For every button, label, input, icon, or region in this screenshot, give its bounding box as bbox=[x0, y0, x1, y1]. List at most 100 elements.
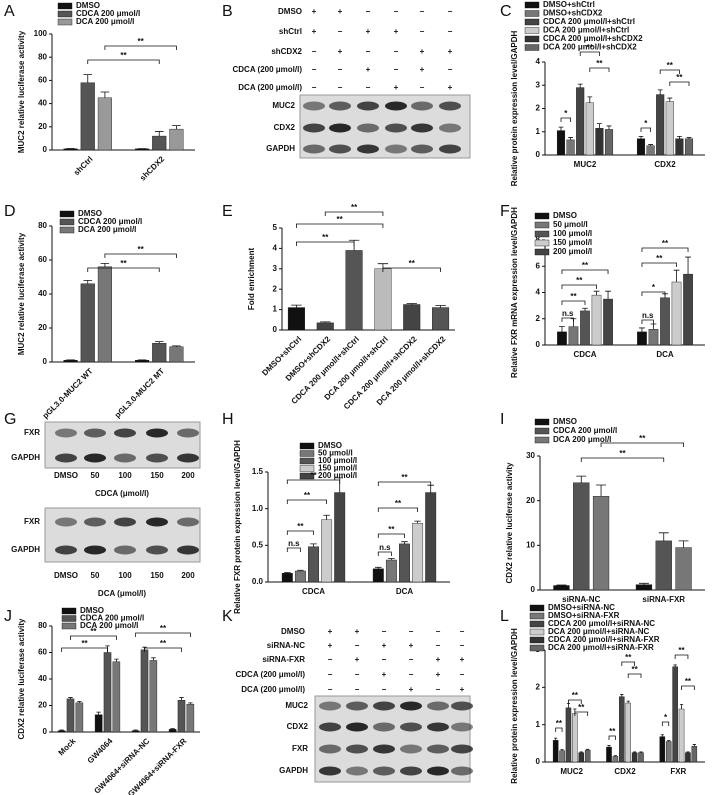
error-bar bbox=[297, 569, 304, 571]
significance-bracket bbox=[561, 300, 586, 305]
y-axis-label: Relative FXR protein expression level/GA… bbox=[233, 440, 242, 614]
treatment-sign: + bbox=[436, 670, 441, 679]
significance-label: ** bbox=[81, 639, 88, 648]
band bbox=[319, 722, 341, 732]
x-tick-label: Mock bbox=[57, 736, 78, 757]
band-label: MUC2 bbox=[272, 101, 295, 110]
treatment-sign: + bbox=[460, 685, 465, 694]
treatment-sign: + bbox=[394, 27, 399, 36]
treatment-sign: − bbox=[312, 83, 317, 92]
legend-label: DCA 200 μmol/l bbox=[78, 225, 136, 234]
bar bbox=[169, 346, 184, 363]
y-tick-label: 0.5 bbox=[252, 540, 264, 549]
y-tick-label: 3 bbox=[536, 80, 541, 89]
bar bbox=[603, 298, 613, 346]
bar bbox=[568, 326, 579, 346]
treatment-sign: + bbox=[355, 627, 360, 636]
y-tick-label: 1 bbox=[536, 127, 541, 136]
bar bbox=[294, 570, 306, 583]
band bbox=[427, 766, 449, 776]
significance-label: ** bbox=[90, 627, 97, 636]
treatment-sign: + bbox=[328, 627, 333, 636]
treatment-sign: − bbox=[328, 655, 333, 664]
bar bbox=[75, 702, 84, 733]
x-tick-label: DCA bbox=[396, 587, 414, 596]
significance-label: ** bbox=[678, 646, 685, 655]
legend-swatch bbox=[61, 607, 77, 615]
band bbox=[451, 722, 473, 732]
x-tick-label: pGL3.0-MUC2 MT bbox=[113, 366, 166, 419]
bar bbox=[152, 135, 167, 151]
band bbox=[373, 722, 395, 732]
treatment-sign: + bbox=[312, 27, 317, 36]
band bbox=[146, 453, 168, 463]
bar bbox=[584, 749, 591, 763]
error-bar bbox=[648, 144, 653, 146]
bar bbox=[345, 250, 363, 331]
band bbox=[303, 123, 325, 133]
treatment-label: DCA (200 μmol/l) bbox=[238, 83, 302, 92]
legend-label: 150 μmol/l bbox=[553, 238, 592, 247]
y-tick-label: 60 bbox=[38, 255, 47, 264]
significance-bracket bbox=[144, 647, 182, 652]
bar bbox=[606, 746, 612, 763]
bar bbox=[655, 540, 672, 591]
y-tick-label: 20 bbox=[38, 323, 47, 332]
significance-bracket bbox=[286, 479, 341, 484]
bar bbox=[186, 703, 195, 733]
band bbox=[114, 453, 136, 463]
bar bbox=[595, 128, 604, 156]
legend-swatch bbox=[299, 457, 315, 465]
bar bbox=[656, 94, 665, 156]
bar bbox=[412, 523, 424, 583]
bar bbox=[576, 87, 585, 156]
significance-bracket bbox=[580, 457, 665, 462]
error-bar bbox=[673, 664, 677, 667]
significance-label: ** bbox=[576, 276, 583, 285]
y-tick-label: 1 bbox=[273, 305, 278, 314]
bar bbox=[660, 297, 670, 346]
error-bar bbox=[673, 269, 680, 282]
bar bbox=[637, 331, 647, 346]
band bbox=[411, 101, 433, 111]
significance-label: ** bbox=[570, 292, 577, 301]
bar bbox=[592, 496, 610, 591]
treatment-sign: + bbox=[460, 655, 465, 664]
treatment-sign: − bbox=[448, 7, 453, 16]
bar bbox=[432, 307, 450, 331]
significance-label: ** bbox=[120, 259, 127, 268]
legend-label: DMSO+siRNA-FXR bbox=[548, 611, 620, 620]
legend-label: 150 μmol/l bbox=[318, 464, 357, 473]
x-tick-label: GW4064 bbox=[86, 736, 115, 765]
treatment-label: shCDX2 bbox=[271, 47, 302, 56]
legend-swatch bbox=[534, 248, 550, 256]
treatment-sign: − bbox=[420, 27, 425, 36]
legend-swatch bbox=[57, 18, 73, 26]
y-tick-label: 30 bbox=[526, 451, 535, 460]
bar bbox=[80, 283, 95, 363]
significance-label: ** bbox=[138, 37, 145, 46]
treatment-sign: + bbox=[382, 670, 387, 679]
treatment-label: siRNA-NC bbox=[267, 641, 305, 650]
error-bar bbox=[639, 582, 649, 585]
lane-label: 100 bbox=[118, 471, 132, 480]
band bbox=[55, 545, 77, 555]
error-bar bbox=[566, 702, 571, 708]
y-tick-label: 1.5 bbox=[252, 467, 264, 476]
lane-label: DMSO bbox=[54, 471, 78, 480]
band-label: FXR bbox=[24, 428, 40, 437]
legend-label: CDCA 200 μmol/l bbox=[78, 217, 142, 226]
error-bar bbox=[320, 321, 331, 323]
band-label: GAPDH bbox=[266, 144, 295, 153]
band bbox=[357, 123, 379, 133]
significance-label: ** bbox=[304, 491, 311, 500]
band bbox=[400, 744, 422, 754]
panel-letter: B bbox=[222, 3, 233, 20]
x-tick-label: pGL3.0-MUC2 WT bbox=[41, 366, 95, 420]
band bbox=[400, 701, 422, 711]
bar bbox=[635, 584, 653, 591]
y-tick-label: 100 bbox=[34, 29, 48, 38]
treatment-sign: + bbox=[420, 65, 425, 74]
legend-swatch bbox=[534, 221, 550, 229]
bar bbox=[585, 102, 594, 156]
